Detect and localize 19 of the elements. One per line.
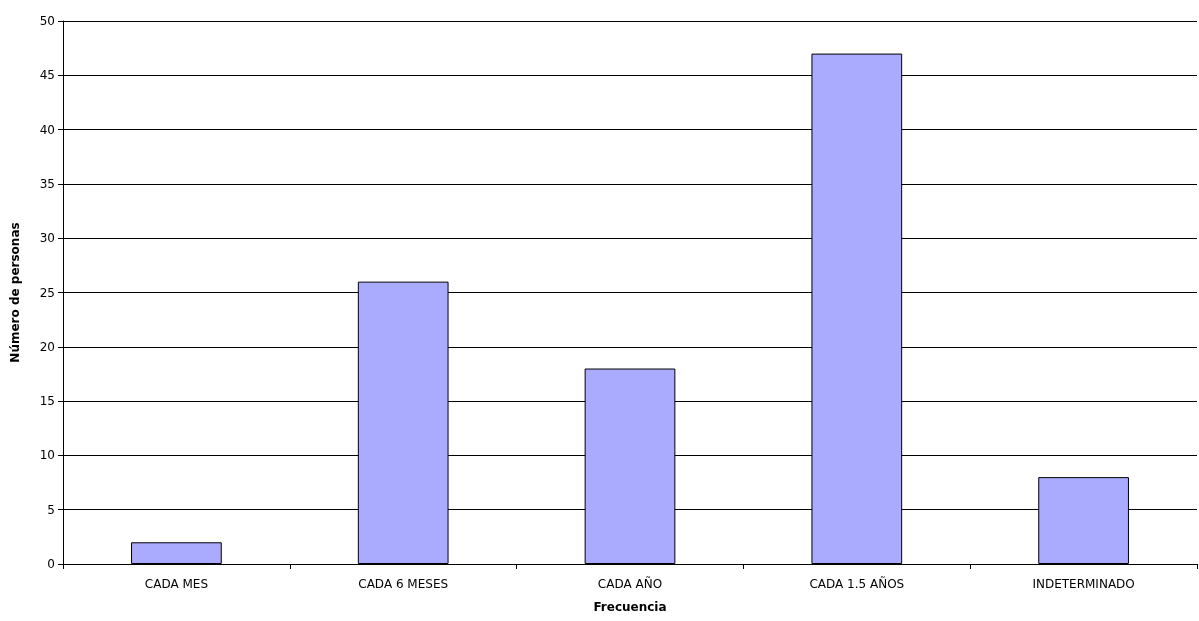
y-tick-label: 50 [39, 14, 55, 28]
y-axis-title: Número de personas [8, 222, 22, 363]
x-axis-title: Frecuencia [593, 600, 667, 614]
x-tick-label: CADA 6 MESES [358, 577, 449, 591]
y-tick-label: 10 [39, 448, 55, 463]
y-tick-label: 20 [39, 339, 55, 354]
bar [131, 542, 222, 564]
x-tick-label: CADA AÑO [597, 576, 663, 591]
x-tick-label: CADA MES [144, 577, 208, 591]
y-tick-label: 5 [47, 502, 55, 517]
y-tick-label: 40 [39, 122, 55, 137]
x-tick-label: INDETERMINADO [1032, 577, 1135, 591]
y-tick-label: 45 [39, 68, 55, 83]
y-tick-label: 0 [47, 557, 55, 571]
y-tick-label: 30 [39, 231, 55, 246]
y-tick-label: 25 [39, 285, 55, 300]
y-tick-label: 35 [39, 176, 55, 191]
x-tick-label: CADA 1.5 AÑOS [809, 576, 905, 591]
y-tick-label: 15 [39, 394, 55, 409]
